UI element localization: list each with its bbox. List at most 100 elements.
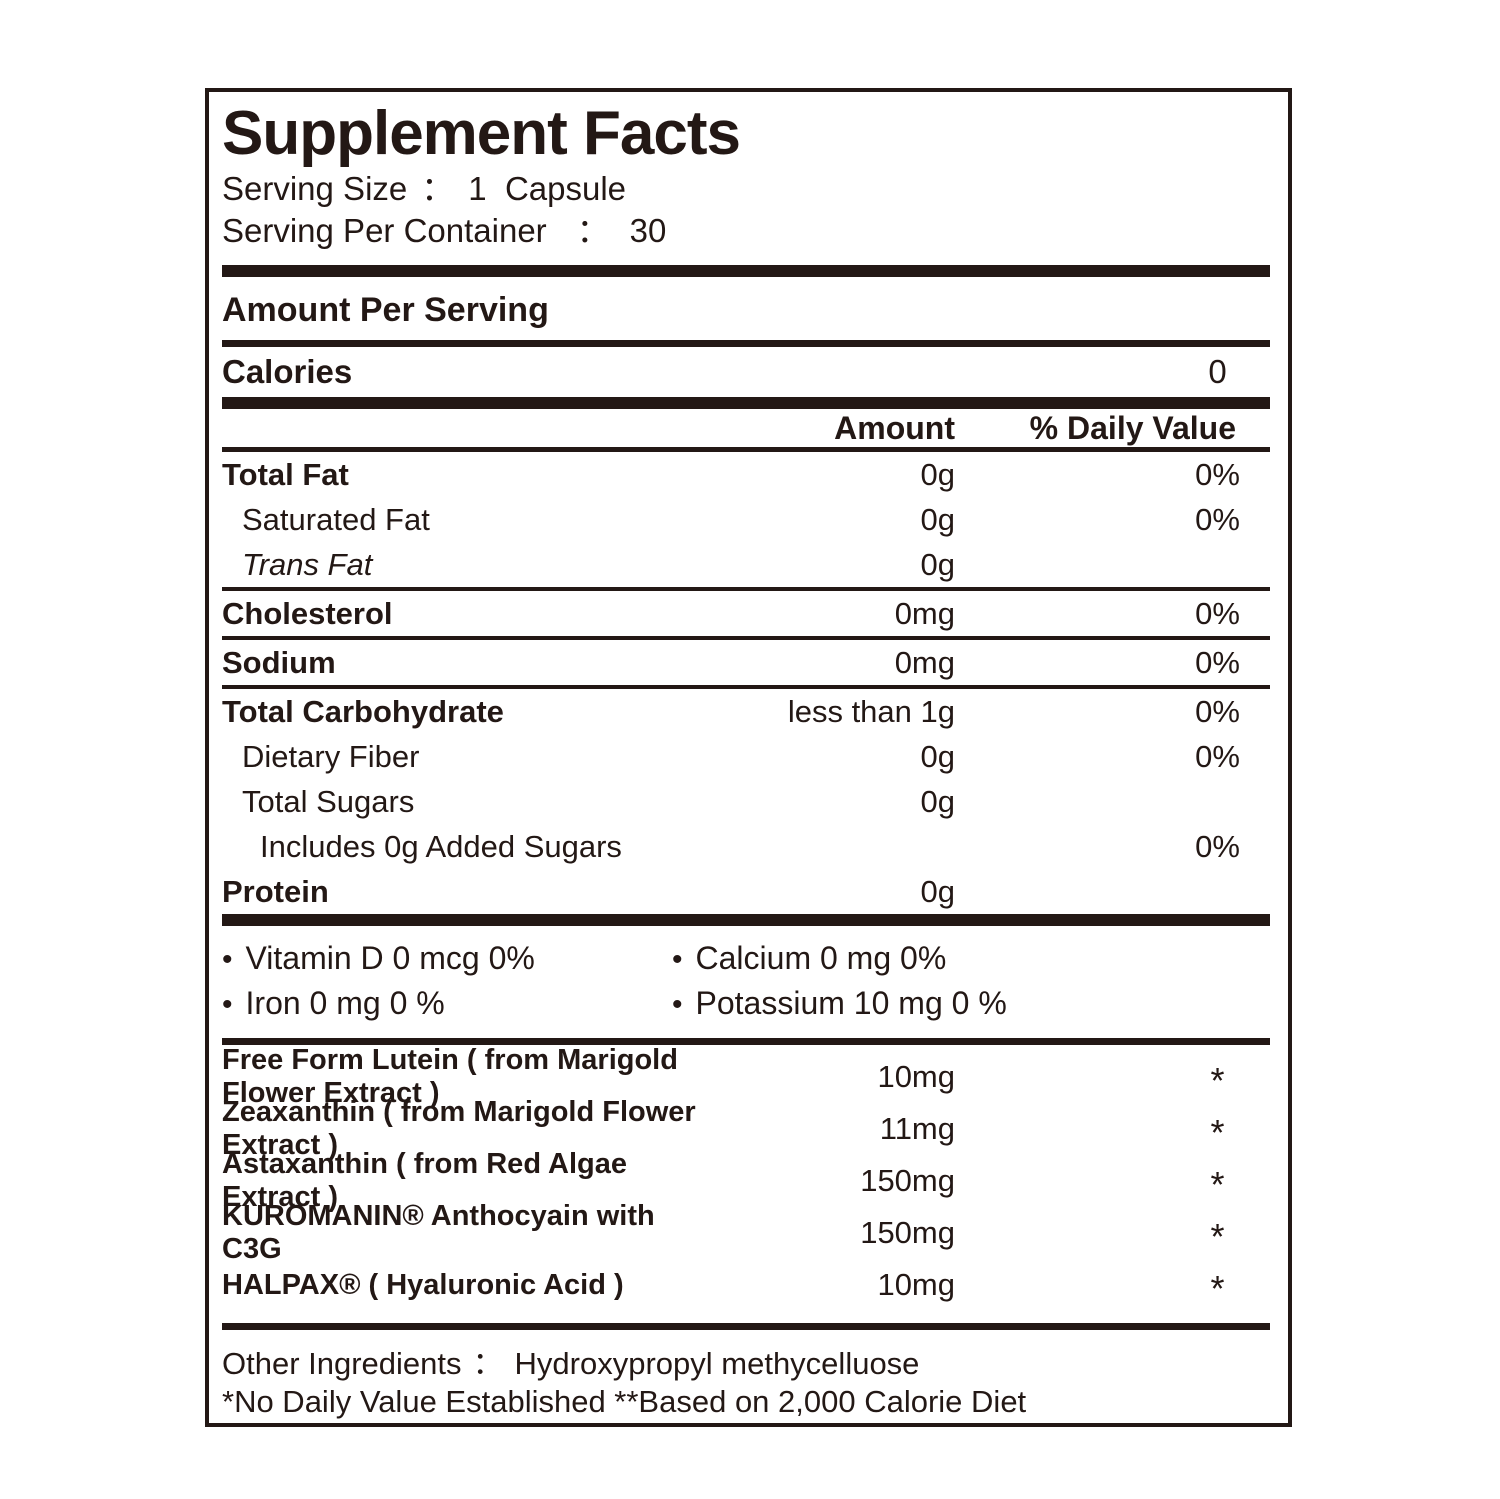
nutrient-row: Cholesterol 0mg 0% [222,591,1270,636]
servings-per-container-line: Serving Per Container ： 30 [222,210,1270,252]
amount-per-serving-heading: Amount Per Serving [222,291,549,329]
nutrient-amount: 0g [920,546,955,582]
amount-column-header: Amount [834,409,955,446]
nutrient-daily-value-col: 0% [955,739,1270,775]
no-daily-value-asterisk: * [1210,1268,1225,1309]
nutrient-name: Sodium [222,644,336,680]
active-ingredient-row: Zeaxanthin ( from Marigold Flower Extrac… [222,1096,1270,1161]
nutrient-row: Sodium 0mg 0% [222,640,1270,685]
nutrient-row: Dietary Fiber 0g 0% [222,734,1270,779]
active-ingredient-row: Astaxanthin ( from Red Algae Extract ) 1… [222,1148,1270,1213]
daily-value-column-header: % Daily Value [1029,409,1236,446]
divider [222,340,1270,347]
micronutrient-row: • Iron 0 mg 0 % • Potassium 10 mg 0 % [222,981,1270,1026]
nutrient-amount: 0g [920,738,955,774]
other-ingredients-value: Hydroxypropyl methycelluose [514,1346,920,1381]
divider [222,447,1270,452]
nutrient-row: Total Sugars 0g [222,779,1270,824]
panel-title: Supplement Facts [222,99,741,168]
active-daily-value-col: * [955,1063,1270,1099]
serving-size-label: Serving Size [222,170,408,207]
nutrient-name: Total Fat [222,456,349,492]
active-daily-value-col: * [955,1115,1270,1151]
nutrient-daily-value: 0% [1195,738,1240,774]
nutrient-daily-value-col: 0% [955,457,1270,493]
active-ingredient-row: KUROMANIN® Anthocyain with C3G 150mg * [222,1200,1270,1265]
nutrient-amount: 0g [920,501,955,537]
nutrients-table: Total Fat 0g 0% Saturated Fat 0g 0% Tran… [222,452,1270,914]
active-ingredient-row: HALPAX® ( Hyaluronic Acid ) 10mg * [222,1259,1270,1311]
nutrient-daily-value-col: 0% [955,645,1270,681]
servings-per-container-label: Serving Per Container [222,212,547,249]
divider-thick [222,397,1270,409]
supplement-facts-panel: Supplement Facts Serving Size： 1 Capsule … [205,88,1292,1427]
bullet-icon: • [222,988,233,1021]
nutrient-name: Trans Fat [242,546,373,582]
divider [222,1323,1270,1330]
nutrient-daily-value-col: 0% [955,694,1270,730]
nutrient-amount: 0g [920,456,955,492]
calories-value: 0 [1208,353,1227,390]
active-ingredient-amount: 10mg [877,1267,955,1302]
divider [222,685,1270,689]
nutrient-daily-value: 0% [1195,644,1240,680]
nutrient-name: Protein [222,873,329,909]
active-ingredient-amount: 10mg [877,1059,955,1094]
nutrient-row: Protein 0g [222,869,1270,914]
bullet-icon: • [222,943,233,976]
micronutrient-right: • Calcium 0 mg 0% [672,940,947,976]
nutrient-row: Total Carbohydrate less than 1g 0% [222,689,1270,734]
nutrient-amount: less than 1g [787,693,955,729]
calories-value-col: 0 [955,353,1270,391]
active-daily-value-col: * [955,1167,1270,1203]
table-header-row: Amount % Daily Value [222,409,1270,447]
divider-thick [222,265,1270,277]
micronutrient-right: • Potassium 10 mg 0 % [672,985,1007,1021]
active-daily-value-col: * [955,1271,1270,1307]
bullet-icon: • [672,943,683,976]
no-daily-value-asterisk: * [1210,1216,1225,1257]
nutrient-row: Total Fat 0g 0% [222,452,1270,497]
active-ingredient-name: Astaxanthin ( from Red Algae Extract ) [222,1148,627,1213]
nutrient-row: Includes 0g Added Sugars 0% [222,824,1270,869]
nutrient-name: Includes 0g Added Sugars [260,828,622,864]
bullet-icon: • [672,988,683,1021]
divider [222,1038,1270,1045]
nutrient-name: Cholesterol [222,595,393,631]
nutrient-amount: 0g [920,783,955,819]
nutrient-amount: 0g [920,873,955,909]
nutrient-amount: 0mg [894,644,955,680]
nutrient-daily-value: 0% [1195,456,1240,492]
serving-size-value: 1 Capsule [468,170,627,207]
other-ingredients-colon: ： [472,1346,504,1381]
micronutrient-row: • Vitamin D 0 mcg 0% • Calcium 0 mg 0% [222,936,1270,981]
servings-per-container-value: 30 [629,212,667,249]
no-daily-value-asterisk: * [1210,1112,1225,1153]
nutrient-amount: 0mg [894,595,955,631]
nutrient-daily-value: 0% [1195,501,1240,537]
active-ingredient-name: HALPAX® ( Hyaluronic Acid ) [222,1268,624,1301]
nutrient-name: Dietary Fiber [242,738,420,774]
other-ingredients-line: Other Ingredients ： Hydroxypropyl methycel… [222,1345,1270,1383]
nutrient-daily-value: 0% [1195,595,1240,631]
nutrient-daily-value-col: 0% [955,502,1270,538]
no-daily-value-asterisk: * [1210,1060,1225,1101]
serving-size-line: Serving Size ： 1 Capsule [222,168,1270,210]
nutrient-row: Saturated Fat 0g 0% [222,497,1270,542]
nutrient-daily-value: 0% [1195,828,1240,864]
active-ingredients-table: Free Form Lutein ( from Marigold Flower … [222,1044,1270,1311]
daily-value-footnote: *No Daily Value Established **Based on 2… [222,1384,1027,1419]
nutrient-row: Trans Fat 0g [222,542,1270,587]
micronutrient-left: • Vitamin D 0 mcg 0% [222,940,535,976]
active-ingredient-amount: 150mg [860,1163,955,1198]
active-ingredient-name: KUROMANIN® Anthocyain with C3G [222,1200,655,1265]
active-ingredient-amount: 150mg [860,1215,955,1250]
micronutrient-left: • Iron 0 mg 0 % [222,985,445,1021]
divider-thick [222,914,1270,926]
other-ingredients-label: Other Ingredients [222,1346,462,1381]
nutrient-name: Total Carbohydrate [222,693,504,729]
nutrient-name: Saturated Fat [242,501,430,537]
micronutrients-list: • Vitamin D 0 mcg 0% • Calcium 0 mg 0% • Ir… [222,936,1270,1026]
active-ingredient-row: Free Form Lutein ( from Marigold Flower … [222,1044,1270,1109]
active-ingredient-amount: 11mg [879,1111,955,1146]
